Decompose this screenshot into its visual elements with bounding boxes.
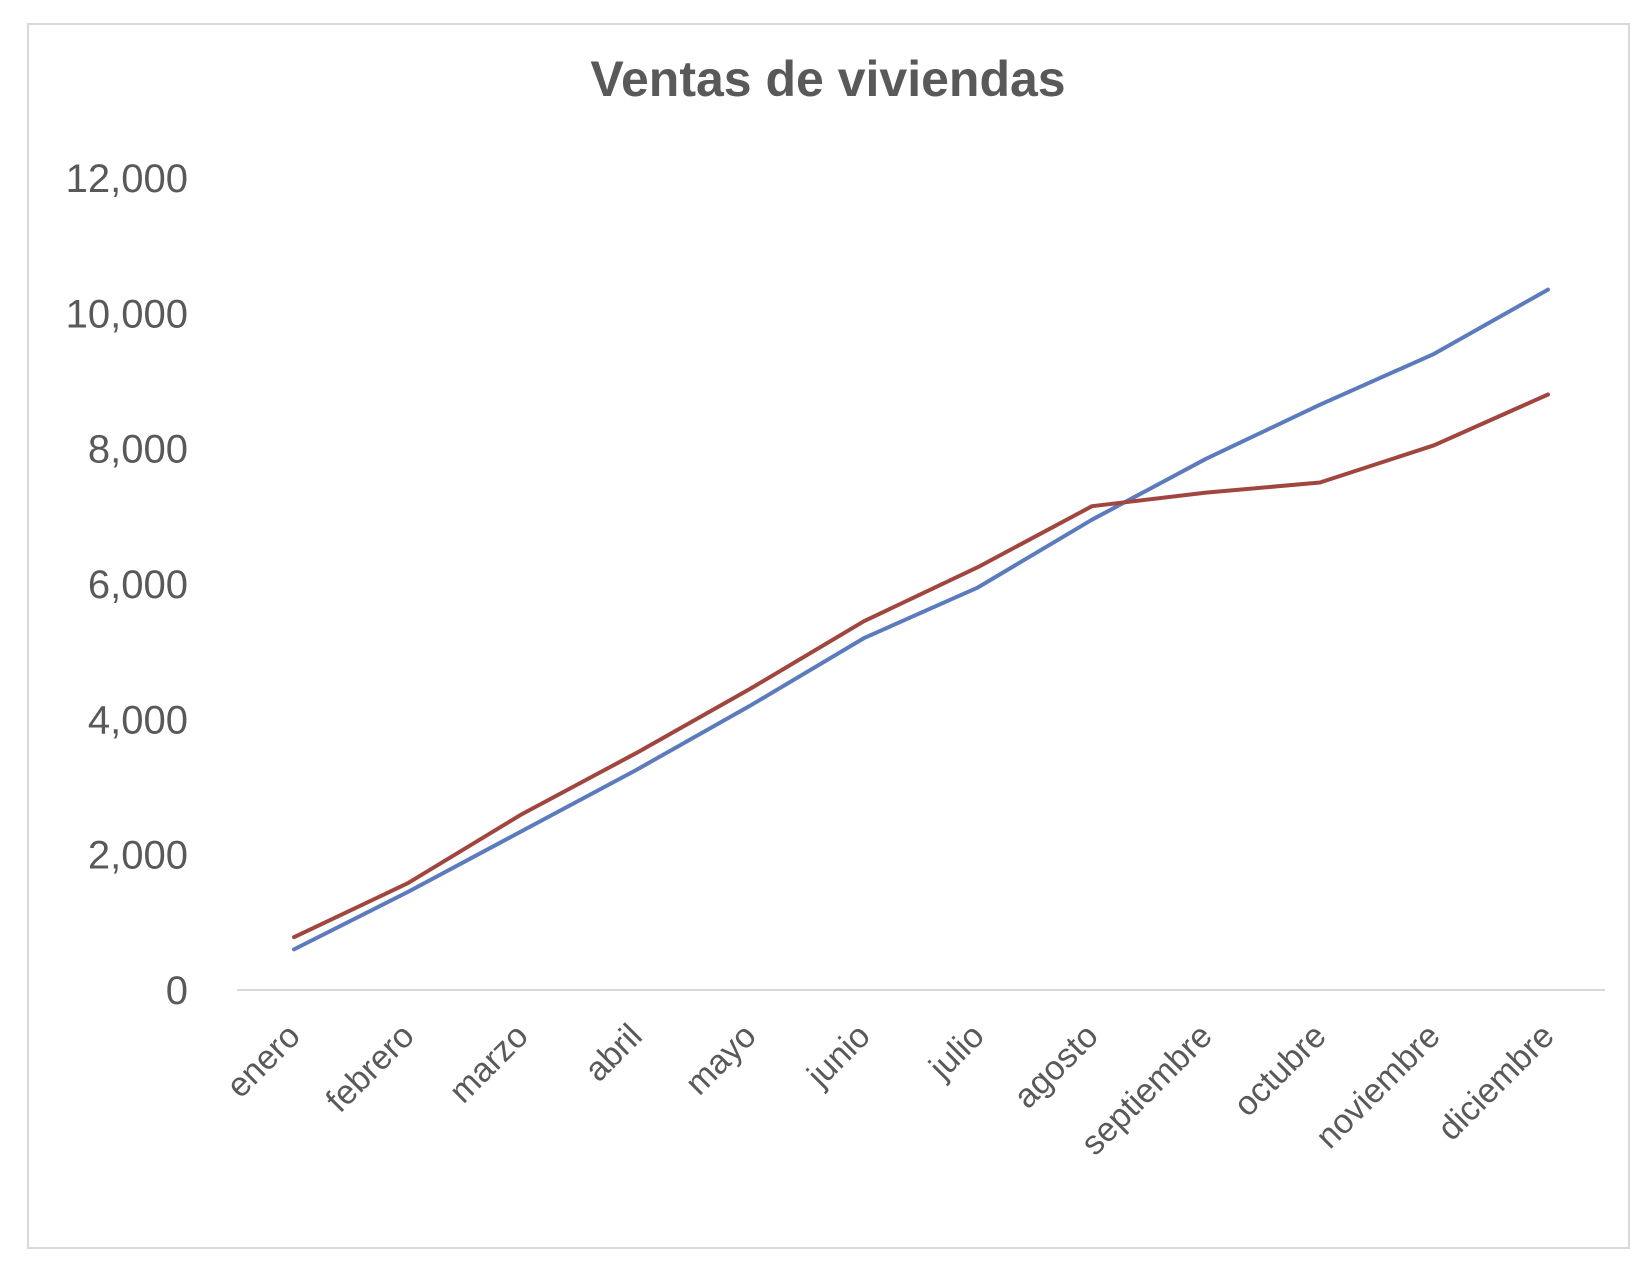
y-tick-label: 0 (166, 969, 188, 1013)
chart-title: Ventas de viviendas (590, 51, 1065, 107)
series-line-1 (292, 287, 1550, 952)
x-tick-label: junio (799, 1017, 877, 1095)
x-tick-label: noviembre (1309, 1017, 1448, 1156)
y-tick-label: 10,000 (66, 292, 188, 336)
x-tick-label: julio (921, 1017, 991, 1087)
y-tick-label: 4,000 (88, 698, 188, 742)
y-tick-label: 8,000 (88, 428, 188, 472)
x-tick-label: marzo (442, 1017, 536, 1111)
chart-frame (27, 23, 1630, 1249)
x-tick-label: febrero (319, 1017, 422, 1120)
series-layer (292, 287, 1550, 952)
x-tick-label: abril (577, 1017, 649, 1089)
y-axis: 0 2,000 4,000 6,000 8,000 10,000 12,000 (66, 157, 188, 1013)
x-tick-label: diciembre (1431, 1017, 1562, 1148)
x-axis: enero febrero marzo abril mayo junio julio agos… (219, 1017, 1561, 1163)
x-tick-label: mayo (678, 1017, 764, 1103)
x-tick-label: octubre (1227, 1017, 1334, 1124)
x-tick-label: enero (219, 1017, 307, 1105)
y-tick-label: 12,000 (66, 157, 188, 201)
x-tick-label: agosto (1007, 1017, 1106, 1116)
series-line-2 (292, 392, 1550, 940)
y-tick-label: 2,000 (88, 834, 188, 878)
y-tick-label: 6,000 (88, 563, 188, 607)
